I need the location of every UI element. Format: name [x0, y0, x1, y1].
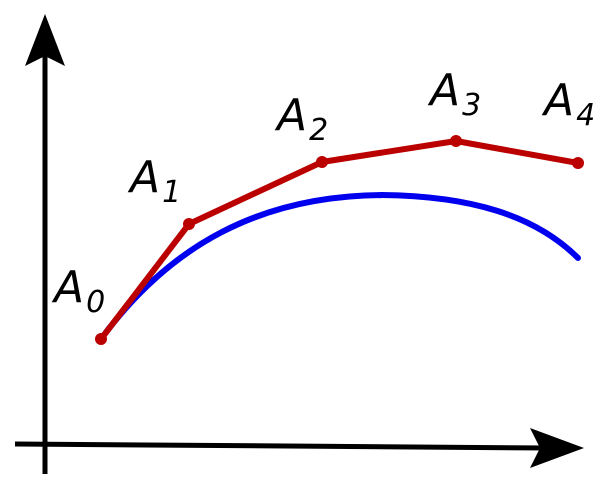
- control-point-2: [316, 156, 328, 168]
- control-polygon: [98, 138, 581, 342]
- control-point-label-3: A3: [427, 65, 481, 123]
- label-index: 4: [576, 98, 595, 133]
- bezier-curve: [98, 191, 581, 342]
- control-point-label-0: A0: [51, 262, 105, 320]
- x-axis: [14, 441, 549, 451]
- label-index: 0: [86, 285, 105, 320]
- control-point-4: [572, 157, 584, 169]
- label-index: 2: [309, 113, 328, 148]
- control-polygon-segment: [186, 159, 325, 227]
- label-letter: A: [51, 262, 84, 313]
- control-polygon-segment: [98, 221, 192, 342]
- control-point-label-2: A2: [274, 90, 328, 148]
- control-point-0: [95, 333, 107, 345]
- label-letter: A: [541, 75, 574, 126]
- control-point-1: [183, 218, 195, 230]
- label-letter: A: [127, 152, 160, 203]
- label-index: 1: [162, 175, 181, 210]
- control-points: [95, 135, 584, 345]
- control-point-label-4: A4: [541, 75, 595, 133]
- control-point-label-1: A1: [127, 152, 181, 210]
- label-letter: A: [274, 90, 307, 141]
- control-point-3: [450, 135, 462, 147]
- y-axis-arrow-icon: [25, 14, 65, 66]
- control-polygon-segment: [453, 138, 581, 166]
- label-index: 3: [462, 88, 481, 123]
- control-polygon-segment: [319, 138, 459, 165]
- label-letter: A: [427, 65, 460, 116]
- x-axis-arrow-icon: [530, 428, 584, 468]
